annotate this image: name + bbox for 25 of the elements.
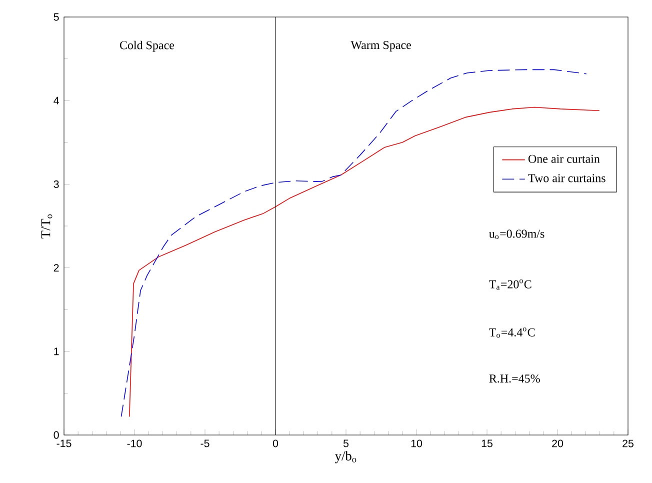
y-tick-label: 2 [54,264,59,272]
x-tick-label: 5 [343,440,349,448]
x-tick-label: 25 [622,440,634,448]
x-tick-label: -5 [200,440,210,448]
annotation: u$_{o}$=0.69m/s [489,230,544,240]
annotation: Cold Space [120,40,174,52]
y-tick-label: 5 [54,13,59,21]
x-tick-label: -10 [127,440,142,448]
legend-label: Two air curtains [528,174,606,182]
y-tick-label: 3 [54,180,59,188]
annotation: R.H.=45% [489,374,540,383]
x-tick-label: 15 [482,440,492,448]
x-tick-label: 0 [272,440,278,448]
x-axis-title: y/b$_{o}$ [334,451,356,464]
x-tick-label: 10 [411,440,422,448]
y-tick-label: 4 [54,96,59,104]
y-tick-label: 1 [54,348,59,356]
legend-label: One air curtain [528,154,600,163]
annotation: Warm Space [350,41,411,52]
y-tick-label: 0 [54,431,59,439]
x-tick-label: 20 [552,440,564,448]
annotation: T$_{a}$=20$^{o}$C [489,279,532,290]
y-axis-title: T/T$_{o}$ [41,214,52,238]
annotation: T$_{o}$=4.4$^{o}$C [489,327,535,338]
x-tick-label: -15 [56,440,72,448]
